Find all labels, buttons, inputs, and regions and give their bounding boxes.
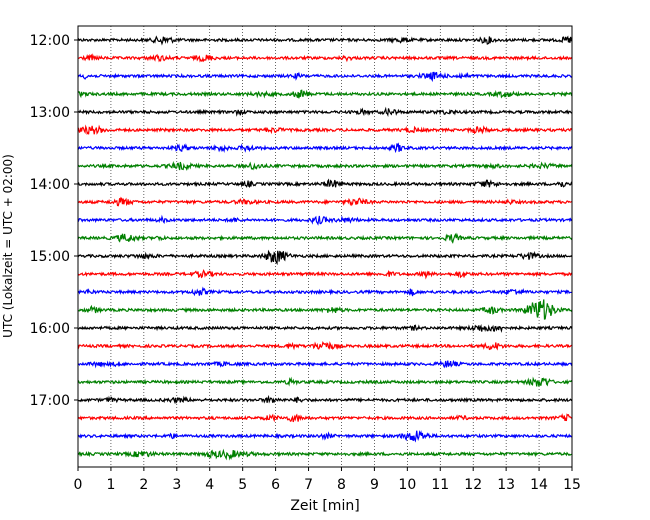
x-tick-label: 11 [431,477,449,493]
x-tick-label: 15 [563,477,581,493]
trace-line [77,286,573,297]
x-tick-label: 6 [271,477,280,493]
trace-line [77,160,573,172]
x-tick-label: 12 [464,477,482,493]
y-tick-label: 16:00 [30,321,70,337]
y-axis-label: UTC (Lokalzeit = UTC + 02:00) [1,154,15,338]
trace-line [77,214,573,226]
trace-line [77,413,573,423]
trace-group [77,35,573,461]
trace-line [77,340,573,351]
y-tick-label: 12:00 [30,33,70,49]
x-tick-label: 9 [370,477,379,493]
trace-line [77,324,573,334]
trace-line [77,71,573,83]
plot-frame [77,25,573,468]
x-tick-label: 4 [205,477,214,493]
x-tick-label: 5 [238,477,247,493]
trace-line [77,196,573,207]
trace-line [77,35,573,46]
y-tick-label: 14:00 [30,177,70,193]
trace-line [77,429,573,443]
trace-line [77,178,573,188]
x-tick-label: 10 [398,477,416,493]
trace-line [77,106,573,117]
y-tick-label: 17:00 [30,393,70,409]
y-tick-label: 15:00 [30,249,70,265]
trace-line [77,89,573,99]
x-axis: 0 1 2 3 4 5 6 7 8 9 10 11 12 13 14 15 [74,467,581,493]
trace-line [77,394,573,405]
trace-line [77,53,573,63]
trace-line [77,448,573,461]
x-tick-label: 14 [530,477,548,493]
x-axis-label: Zeit [min] [290,498,359,514]
y-tick-label: 13:00 [30,105,70,121]
y-axis: 12:00 13:00 14:00 15:00 16:00 17:00 [30,33,78,409]
x-tick-label: 8 [337,477,346,493]
trace-line [77,299,573,320]
x-tick-label: 3 [172,477,181,493]
x-tick-label: 2 [139,477,148,493]
x-tick-label: 1 [106,477,115,493]
trace-line [77,249,573,266]
x-tick-label: 13 [497,477,515,493]
x-tick-label: 7 [304,477,313,493]
trace-line [77,124,573,135]
trace-line [77,232,573,244]
trace-line [77,269,573,280]
x-tick-label: 0 [74,477,83,493]
trace-line [77,359,573,369]
trace-line [77,376,573,387]
trace-line [77,142,573,154]
